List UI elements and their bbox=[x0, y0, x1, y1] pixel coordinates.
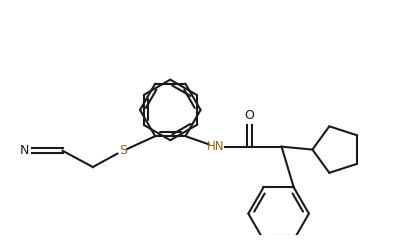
Text: S: S bbox=[119, 144, 127, 157]
Text: N: N bbox=[20, 144, 29, 157]
Text: O: O bbox=[244, 109, 254, 122]
Text: HN: HN bbox=[207, 140, 224, 153]
